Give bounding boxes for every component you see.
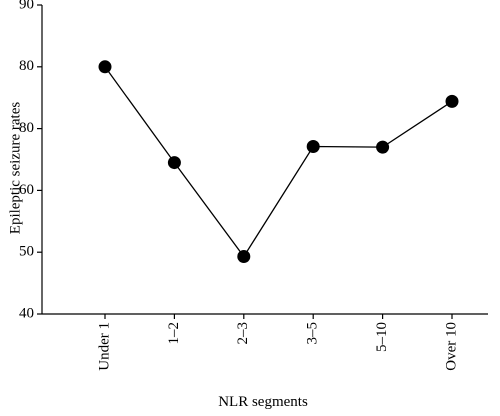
x-tick-label: 5–10 (374, 322, 390, 352)
data-point (306, 140, 320, 154)
y-tick-label: 80 (19, 120, 34, 136)
x-tick-label: 3–5 (305, 322, 321, 345)
y-tick-label: 80 (19, 58, 34, 74)
x-axis-label: NLR segments (218, 394, 308, 410)
data-point (376, 140, 390, 154)
x-tick-label: 2–3 (235, 322, 251, 345)
data-point (237, 250, 251, 264)
y-tick-label: 90 (19, 0, 34, 12)
x-tick-label: Over 10 (443, 322, 459, 371)
data-line (104, 66, 453, 258)
x-tick-label: Under 1 (96, 322, 112, 371)
y-tick-label: 50 (19, 244, 34, 260)
y-tick-label: 60 (19, 182, 34, 198)
data-point (445, 94, 459, 108)
y-tick-label: 40 (19, 305, 34, 321)
x-tick-label: 1–2 (166, 322, 182, 345)
data-point (98, 60, 112, 74)
y-axis-label: Epileptic seizure rates (7, 102, 23, 235)
data-point (167, 156, 181, 170)
